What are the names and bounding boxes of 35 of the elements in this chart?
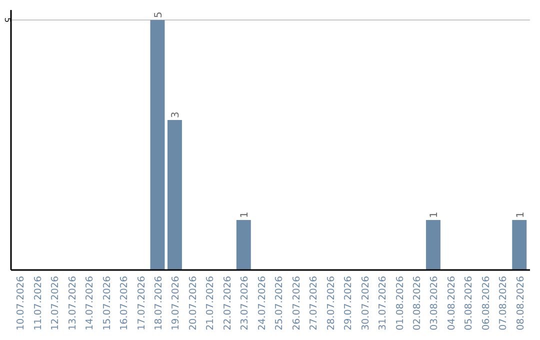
x-tick-label: 31.07.2026	[378, 276, 389, 330]
x-tick-label: 26.07.2026	[291, 276, 302, 330]
x-tick-label: 20.07.2026	[188, 276, 199, 330]
x-tick-label: 16.07.2026	[119, 276, 130, 330]
data-label: 3	[170, 112, 182, 118]
x-tick-label: 25.07.2026	[274, 276, 286, 330]
x-tick-label: 03.08.2026	[429, 276, 440, 330]
x-tick-label: 07.08.2026	[498, 276, 510, 330]
x-tick-label: 30.07.2026	[360, 276, 372, 330]
x-tick-label: 01.08.2026	[394, 276, 406, 330]
x-tick-label: 13.07.2026	[67, 276, 78, 330]
x-tick-label: 17.07.2026	[136, 276, 148, 330]
x-tick-label: 21.07.2026	[205, 276, 216, 330]
x-tick-label: 08.08.2026	[515, 276, 526, 330]
x-tick-label: 11.07.2026	[32, 276, 44, 330]
x-tick-label: 04.08.2026	[446, 276, 458, 330]
x-tick-label: 29.07.2026	[343, 276, 354, 330]
x-tick-label: 12.07.2026	[50, 276, 62, 330]
x-tick-label: 28.07.2026	[326, 276, 337, 330]
data-label: 1	[515, 212, 526, 218]
x-tick-label: 10.07.2026	[16, 276, 27, 330]
x-tick-label: 14.07.2026	[84, 276, 96, 330]
x-tick-label: 23.07.2026	[240, 276, 251, 330]
x-tick-label: 18.07.2026	[153, 276, 164, 330]
x-tick-label: 19.07.2026	[170, 276, 182, 330]
x-tick-label: 27.07.2026	[308, 276, 320, 330]
x-tick-label: 24.07.2026	[256, 276, 268, 330]
x-tick-label: 06.08.2026	[480, 276, 492, 330]
x-tick-label: 02.08.2026	[412, 276, 423, 330]
data-label: 5	[153, 12, 164, 18]
x-tick-label: 05.08.2026	[464, 276, 475, 330]
x-tick-label: 15.07.2026	[102, 276, 113, 330]
x-tick-label: 22.07.2026	[222, 276, 234, 330]
data-label: 1	[240, 212, 251, 218]
data-label: 1	[429, 212, 440, 218]
